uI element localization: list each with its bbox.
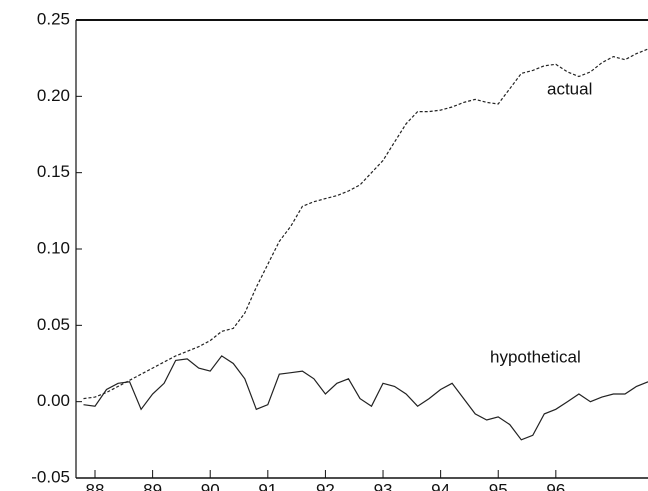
x-tick-label: 89 bbox=[143, 480, 162, 491]
y-tick-label: 0.15 bbox=[37, 162, 70, 181]
x-tick-label: 94 bbox=[431, 480, 450, 491]
y-tick-label: -0.05 bbox=[31, 467, 70, 486]
y-tick-label: 0.05 bbox=[37, 315, 70, 334]
x-tick-label: 88 bbox=[86, 480, 105, 491]
series-label: hypothetical bbox=[490, 347, 581, 366]
y-tick-label: 0.00 bbox=[37, 391, 70, 410]
x-tick-label: 92 bbox=[316, 480, 335, 491]
series-label: actual bbox=[547, 79, 592, 98]
x-tick-label: 95 bbox=[489, 480, 508, 491]
series-line bbox=[83, 48, 648, 400]
y-tick-label: 0.10 bbox=[37, 238, 70, 257]
x-tick-label: 93 bbox=[374, 480, 393, 491]
x-tick-label: 96 bbox=[546, 480, 565, 491]
x-tick-label: 90 bbox=[201, 480, 220, 491]
y-tick-label: 0.20 bbox=[37, 86, 70, 105]
y-tick-label: 0.25 bbox=[37, 9, 70, 28]
x-tick-label: 91 bbox=[258, 480, 277, 491]
series-line bbox=[83, 355, 648, 441]
